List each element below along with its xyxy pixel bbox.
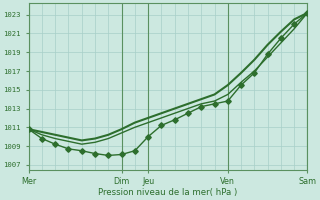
X-axis label: Pression niveau de la mer( hPa ): Pression niveau de la mer( hPa ) bbox=[99, 188, 238, 197]
